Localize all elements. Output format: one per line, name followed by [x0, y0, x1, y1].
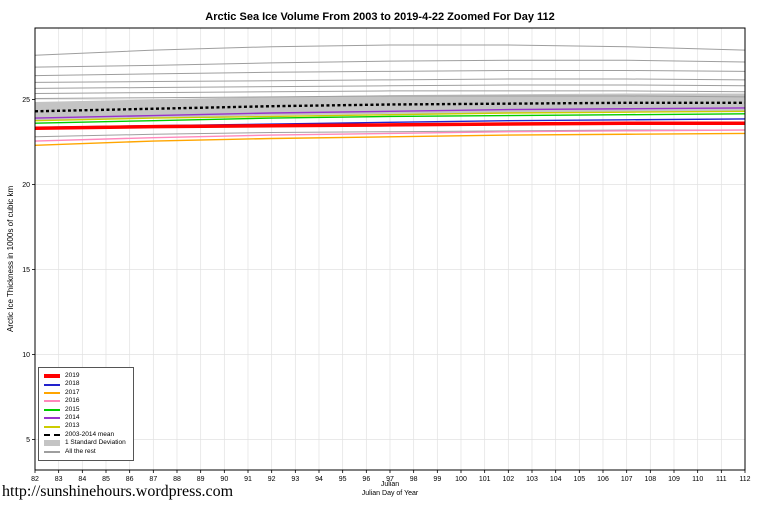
x-tick-label: 112 [739, 476, 750, 483]
x-tick-label: 103 [526, 476, 538, 483]
rest-line [34, 90, 746, 94]
legend-label: 2017 [65, 388, 80, 396]
x-tick-label: 108 [644, 476, 656, 483]
legend-item: 2019 [44, 372, 126, 380]
rest-line [34, 129, 745, 138]
x-tick-label: 86 [126, 476, 134, 483]
legend-item: 2014 [44, 414, 126, 422]
x-tick-label: 104 [550, 476, 562, 483]
x-tick-label: 91 [244, 476, 252, 483]
x-tick-label: 87 [149, 476, 157, 483]
legend-item: 2015 [44, 406, 126, 414]
legend-swatch-2016 [44, 400, 60, 403]
legend-swatch-all-the-rest [44, 450, 60, 453]
series-line-2019 [34, 121, 745, 131]
y-tick-label: 25 [22, 97, 30, 104]
legend-swatch-2015 [44, 408, 60, 411]
x-tick-label: 98 [410, 476, 418, 483]
rest-line [34, 44, 746, 56]
legend-swatch-2014 [44, 417, 60, 420]
x-tick-label: 83 [55, 476, 63, 483]
legend-swatch-2017 [44, 392, 60, 395]
x-tick-label: 102 [502, 476, 514, 483]
x-tick-label: 94 [315, 476, 323, 483]
legend-item: 2018 [44, 380, 126, 388]
legend-label: All the rest [65, 447, 96, 455]
footer-url[interactable]: http://sunshinehours.wordpress.com [2, 483, 234, 500]
legend-item: 2017 [44, 389, 126, 397]
series-line-2014 [34, 107, 746, 119]
rest-line [34, 70, 746, 77]
x-tick-label: 110 [692, 476, 703, 483]
x-axis-sublabel-julian: Julian [380, 481, 400, 488]
x-tick-label: 95 [339, 476, 347, 483]
legend-swatch-2003-2014-mean [44, 434, 60, 437]
legend-item: 2003-2014 mean [44, 431, 126, 439]
legend-swatch-2013 [44, 425, 60, 428]
y-tick-label: 15 [22, 267, 30, 274]
legend-label: 2018 [65, 380, 80, 388]
x-tick-label: 82 [31, 476, 39, 483]
chart-title: Arctic Sea Ice Volume From 2003 to 2019-… [205, 11, 555, 23]
x-tick-label: 88 [173, 476, 181, 483]
x-tick-label: 105 [573, 476, 585, 483]
legend-label: 2013 [65, 422, 80, 430]
x-tick-label: 111 [716, 476, 727, 483]
series-line-2017 [34, 132, 746, 146]
legend-swatch-2019 [44, 374, 60, 378]
legend-swatch-2018 [44, 383, 60, 386]
x-tick-label: 106 [597, 476, 609, 483]
legend-label: 2015 [65, 405, 80, 413]
x-tick-label: 107 [621, 476, 633, 483]
legend-label: 2014 [65, 414, 80, 422]
x-tick-label: 96 [362, 476, 370, 483]
x-tick-label: 97 [386, 476, 394, 483]
x-tick-label: 109 [668, 476, 680, 483]
rest-line [34, 84, 746, 89]
x-tick-label: 101 [479, 476, 491, 483]
legend-label: 2003-2014 mean [65, 430, 115, 438]
legend-item: 2016 [44, 397, 126, 405]
x-tick-label: 90 [220, 476, 228, 483]
legend-label: 2019 [65, 372, 80, 379]
rest-line [34, 78, 746, 83]
legend-swatch-1-standard-deviation [44, 440, 60, 447]
series-line-2016 [34, 129, 746, 142]
y-tick-label: 10 [22, 352, 30, 359]
x-axis-label: Julian Day of Year [361, 490, 419, 497]
rest-line [34, 59, 746, 68]
legend-item: 2013 [44, 422, 126, 430]
legend-label: 2016 [65, 397, 80, 405]
x-tick-label: 93 [291, 476, 299, 483]
legend: 2019 2018 2017 2016 2015 2014 2013 2003-2014 me… [38, 367, 134, 462]
mean-line [34, 101, 745, 113]
legend-item: 1 Standard Deviation [44, 439, 126, 447]
y-tick-label: 5 [26, 437, 30, 444]
x-tick-label: 100 [455, 476, 467, 483]
x-tick-label: 99 [433, 476, 441, 483]
x-tick-label: 85 [102, 476, 110, 483]
legend-label: 1 Standard Deviation [65, 439, 126, 447]
series-line-2015 [34, 113, 746, 124]
x-tick-label: 89 [197, 476, 205, 483]
rest-line [34, 95, 746, 100]
x-tick-label: 84 [78, 476, 86, 483]
y-tick-label: 20 [22, 182, 30, 189]
series-line-2013 [34, 110, 746, 122]
x-tick-label: 92 [268, 476, 276, 483]
y-axis-label: Arctic Ice Thickness in 1000s of cubic k… [6, 185, 15, 332]
legend-item: All the rest [44, 448, 126, 456]
